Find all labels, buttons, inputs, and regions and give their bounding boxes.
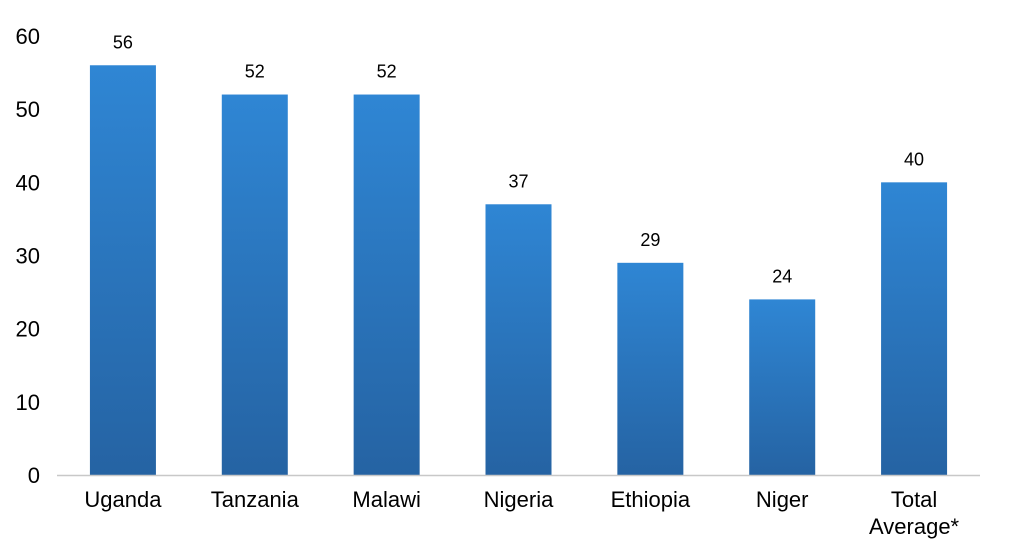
y-tick-label: 10 [16, 390, 40, 415]
bar-value-label: 52 [377, 62, 397, 82]
x-tick-label: Total Average* [869, 487, 960, 539]
x-axis-labels: Uganda Tanzania Malawi Nigeria Ethiopia Niger… [84, 487, 959, 539]
bar-value-label: 37 [508, 171, 528, 191]
bar-value-label: 40 [904, 149, 924, 169]
x-tick-label: Niger [756, 487, 809, 512]
x-tick-label: Tanzania [211, 487, 300, 512]
bar [353, 94, 420, 476]
bars [89, 65, 948, 476]
y-axis-ticks: 0 10 20 30 40 50 60 [16, 24, 40, 488]
y-tick-label: 0 [28, 463, 40, 488]
x-tick-label: Malawi [352, 487, 420, 512]
bar [749, 299, 816, 475]
y-tick-label: 30 [16, 244, 40, 269]
y-tick-label: 40 [16, 170, 40, 195]
bar-value-label: 52 [245, 62, 265, 82]
bar [617, 262, 684, 475]
bar-value-label: 29 [640, 230, 660, 250]
bar [89, 65, 156, 476]
bar-value-label: 24 [772, 266, 792, 286]
bar [881, 182, 948, 476]
x-tick-label: Ethiopia [611, 487, 691, 512]
bar-value-label: 56 [113, 32, 133, 52]
bar [221, 94, 288, 476]
y-tick-label: 50 [16, 97, 40, 122]
bar [485, 204, 552, 476]
y-tick-label: 60 [16, 24, 40, 49]
y-tick-label: 20 [16, 317, 40, 342]
data-labels: 56 52 52 37 29 24 40 [113, 32, 924, 286]
x-tick-label: Uganda [84, 487, 162, 512]
x-tick-label: Nigeria [484, 487, 554, 512]
